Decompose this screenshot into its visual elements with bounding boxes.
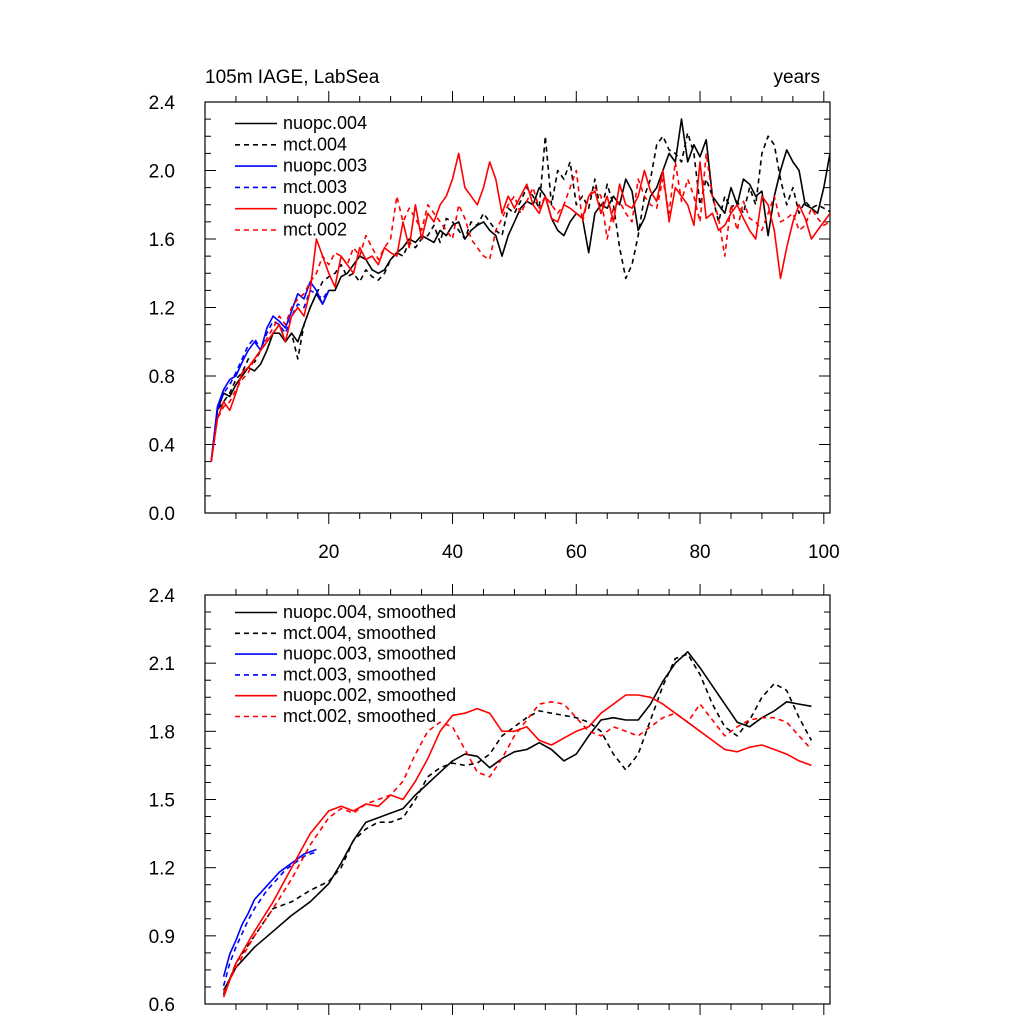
y-tick-label: 0.8 xyxy=(149,367,175,388)
y-tick-label: 2.1 xyxy=(149,654,175,675)
series-line-mct-003 xyxy=(210,289,330,462)
y-tick-label: 0.6 xyxy=(149,995,175,1016)
legend-label-mct-002: mct.002 xyxy=(283,220,347,240)
x-tick-label: 40 xyxy=(442,542,463,563)
top-panel: 105m IAGE, LabSea years 0.0 0.4 0.8 1.2 1.6 2… xyxy=(149,67,840,563)
x-tick-label: 60 xyxy=(566,542,587,563)
y-tick-label: 2.0 xyxy=(149,162,175,183)
series-line-mct-002 xyxy=(210,152,830,462)
legend-label-mct-002-smoothed: mct.002, smoothed xyxy=(283,706,436,726)
series-line-nuopc-003-smoothed xyxy=(222,848,317,977)
series-line-nuopc-002-smoothed xyxy=(222,694,812,998)
legend-label-mct-003: mct.003 xyxy=(283,177,347,197)
legend-label-nuopc-004-smoothed: nuopc.004, smoothed xyxy=(283,602,456,622)
series-group xyxy=(222,650,813,998)
legend-label-nuopc-002-smoothed: nuopc.002, smoothed xyxy=(283,685,456,705)
y-tick-label: 1.5 xyxy=(149,791,175,812)
bottom-panel: 0.6 0.9 1.2 1.5 1.8 2.1 2.4 nuopc.004, smoothed… xyxy=(149,584,831,1016)
y-tick-label: 1.8 xyxy=(149,722,175,743)
y-tick-label: 2.4 xyxy=(149,586,176,607)
y-tick-label: 1.2 xyxy=(149,299,175,320)
series-line-nuopc-002 xyxy=(210,152,830,462)
legend-label-nuopc-002: nuopc.002 xyxy=(283,198,367,218)
series-line-mct-003-smoothed xyxy=(222,851,317,987)
series-line-nuopc-003 xyxy=(210,280,330,462)
legend-label-mct-004-smoothed: mct.004, smoothed xyxy=(283,623,436,643)
y-tick-label: 2.4 xyxy=(149,93,176,114)
y-tick-label: 1.6 xyxy=(149,230,175,251)
series-group xyxy=(210,118,830,462)
y-tick-label: 1.2 xyxy=(149,859,175,880)
top-title: 105m IAGE, LabSea xyxy=(205,67,380,88)
y-tick-label: 0.4 xyxy=(149,436,176,457)
legend-label-mct-004: mct.004 xyxy=(283,134,347,154)
legend-label-nuopc-003-smoothed: nuopc.003, smoothed xyxy=(283,644,456,664)
series-line-mct-004 xyxy=(210,132,830,462)
legend-label-nuopc-004: nuopc.004 xyxy=(283,113,367,133)
x-tick-label: 20 xyxy=(318,542,339,563)
x-tick-label: 100 xyxy=(808,542,840,563)
y-tick-label: 0.0 xyxy=(149,504,175,525)
y-tick-label: 0.9 xyxy=(149,927,175,948)
legend-label-mct-003-smoothed: mct.003, smoothed xyxy=(283,664,436,684)
legend-label-nuopc-003: nuopc.003 xyxy=(283,156,367,176)
series-line-mct-004-smoothed xyxy=(222,653,813,996)
x-tick-label: 80 xyxy=(689,542,710,563)
series-line-nuopc-004-smoothed xyxy=(222,650,812,991)
top-xlabel: years xyxy=(774,67,820,88)
series-line-mct-002-smoothed xyxy=(222,700,812,993)
